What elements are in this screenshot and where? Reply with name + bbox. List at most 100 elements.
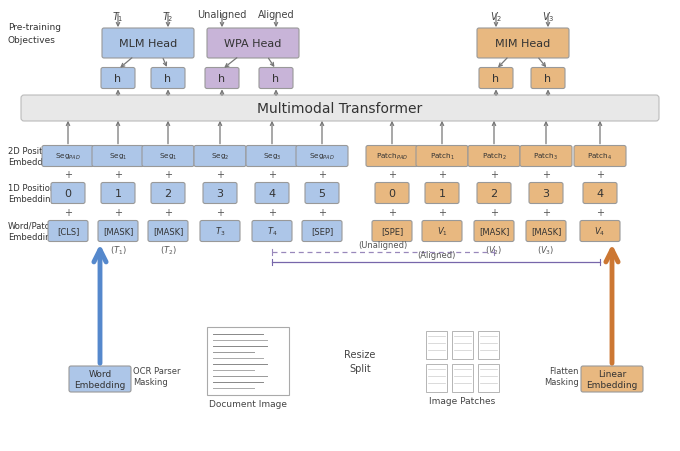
- FancyBboxPatch shape: [51, 183, 85, 204]
- Text: [SEP]: [SEP]: [311, 227, 333, 236]
- Text: Multimodal Transformer: Multimodal Transformer: [257, 102, 423, 116]
- FancyBboxPatch shape: [474, 221, 514, 242]
- Text: Seg$_2$: Seg$_2$: [211, 152, 229, 162]
- Text: 0: 0: [388, 189, 396, 198]
- Text: +: +: [164, 170, 172, 180]
- Text: [SPE]: [SPE]: [381, 227, 403, 236]
- Text: 4: 4: [269, 189, 275, 198]
- Text: +: +: [318, 207, 326, 217]
- FancyBboxPatch shape: [479, 69, 513, 89]
- Text: +: +: [114, 170, 122, 180]
- FancyBboxPatch shape: [246, 146, 298, 167]
- Text: $T_1$: $T_1$: [112, 10, 124, 24]
- Text: 3: 3: [216, 189, 224, 198]
- Text: $(T_1)$: $(T_1)$: [109, 244, 126, 257]
- Text: +: +: [490, 207, 498, 217]
- FancyBboxPatch shape: [375, 183, 409, 204]
- Text: (Unaligned): (Unaligned): [358, 241, 407, 250]
- FancyBboxPatch shape: [477, 364, 498, 391]
- Text: Patch$_3$: Patch$_3$: [534, 152, 558, 162]
- FancyBboxPatch shape: [520, 146, 572, 167]
- Text: Word
Embedding: Word Embedding: [74, 369, 126, 389]
- Text: 2D Position
Embedding: 2D Position Embedding: [8, 146, 56, 167]
- FancyBboxPatch shape: [259, 69, 293, 89]
- FancyBboxPatch shape: [296, 146, 348, 167]
- FancyBboxPatch shape: [526, 221, 566, 242]
- FancyBboxPatch shape: [477, 331, 498, 359]
- Text: +: +: [114, 207, 122, 217]
- FancyBboxPatch shape: [207, 327, 289, 395]
- Text: +: +: [388, 170, 396, 180]
- FancyBboxPatch shape: [574, 146, 626, 167]
- Text: 3: 3: [543, 189, 549, 198]
- Text: +: +: [490, 170, 498, 180]
- FancyBboxPatch shape: [468, 146, 520, 167]
- Text: h: h: [545, 74, 551, 84]
- FancyBboxPatch shape: [581, 366, 643, 392]
- Text: +: +: [64, 170, 72, 180]
- FancyBboxPatch shape: [416, 146, 468, 167]
- Text: Resize
Split: Resize Split: [344, 349, 375, 373]
- Text: +: +: [596, 207, 604, 217]
- Text: h: h: [273, 74, 279, 84]
- FancyBboxPatch shape: [151, 183, 185, 204]
- Text: 1D Position
Embedding: 1D Position Embedding: [8, 183, 56, 204]
- Text: Seg$_{PAD}$: Seg$_{PAD}$: [309, 152, 335, 162]
- FancyBboxPatch shape: [42, 146, 94, 167]
- Text: MIM Head: MIM Head: [495, 39, 551, 49]
- FancyBboxPatch shape: [200, 221, 240, 242]
- Text: Word/Patch
Embedding: Word/Patch Embedding: [8, 221, 56, 242]
- Text: +: +: [388, 207, 396, 217]
- FancyBboxPatch shape: [583, 183, 617, 204]
- FancyBboxPatch shape: [92, 146, 144, 167]
- Text: Patch$_{PAD}$: Patch$_{PAD}$: [376, 152, 408, 162]
- Text: Aligned: Aligned: [258, 10, 294, 20]
- Text: Flatten
Masking: Flatten Masking: [544, 366, 579, 387]
- FancyBboxPatch shape: [101, 183, 135, 204]
- Text: +: +: [216, 207, 224, 217]
- Text: $V_1$: $V_1$: [437, 225, 447, 238]
- FancyBboxPatch shape: [69, 366, 131, 392]
- Text: Unaligned: Unaligned: [197, 10, 247, 20]
- FancyBboxPatch shape: [426, 331, 447, 359]
- Text: OCR Parser
Masking: OCR Parser Masking: [133, 366, 180, 387]
- FancyBboxPatch shape: [580, 221, 620, 242]
- FancyBboxPatch shape: [426, 364, 447, 391]
- Text: 5: 5: [318, 189, 326, 198]
- FancyBboxPatch shape: [48, 221, 88, 242]
- FancyBboxPatch shape: [452, 364, 473, 391]
- Text: WPA Head: WPA Head: [224, 39, 282, 49]
- FancyBboxPatch shape: [366, 146, 418, 167]
- FancyBboxPatch shape: [194, 146, 246, 167]
- FancyBboxPatch shape: [425, 183, 459, 204]
- Text: $T_3$: $T_3$: [215, 225, 225, 238]
- Text: Pre-training
Objectives: Pre-training Objectives: [8, 23, 61, 45]
- FancyBboxPatch shape: [98, 221, 138, 242]
- Text: +: +: [268, 170, 276, 180]
- Text: Seg$_{PAD}$: Seg$_{PAD}$: [55, 152, 81, 162]
- Text: 0: 0: [65, 189, 71, 198]
- FancyBboxPatch shape: [372, 221, 412, 242]
- FancyBboxPatch shape: [203, 183, 237, 204]
- Text: (Aligned): (Aligned): [417, 251, 455, 260]
- Text: 2: 2: [165, 189, 171, 198]
- Text: +: +: [268, 207, 276, 217]
- FancyBboxPatch shape: [101, 69, 135, 89]
- Text: +: +: [596, 170, 604, 180]
- Text: +: +: [542, 207, 550, 217]
- Text: 1: 1: [439, 189, 445, 198]
- Text: h: h: [114, 74, 122, 84]
- Text: 2: 2: [490, 189, 498, 198]
- Text: [MASK]: [MASK]: [479, 227, 509, 236]
- Text: +: +: [318, 170, 326, 180]
- FancyBboxPatch shape: [142, 146, 194, 167]
- Text: $(T_2)$: $(T_2)$: [160, 244, 176, 257]
- Text: +: +: [542, 170, 550, 180]
- Text: [MASK]: [MASK]: [103, 227, 133, 236]
- FancyBboxPatch shape: [151, 69, 185, 89]
- Text: Seg$_1$: Seg$_1$: [159, 152, 177, 162]
- Text: h: h: [218, 74, 226, 84]
- Text: Patch$_2$: Patch$_2$: [481, 152, 507, 162]
- Text: Patch$_1$: Patch$_1$: [430, 152, 454, 162]
- FancyBboxPatch shape: [252, 221, 292, 242]
